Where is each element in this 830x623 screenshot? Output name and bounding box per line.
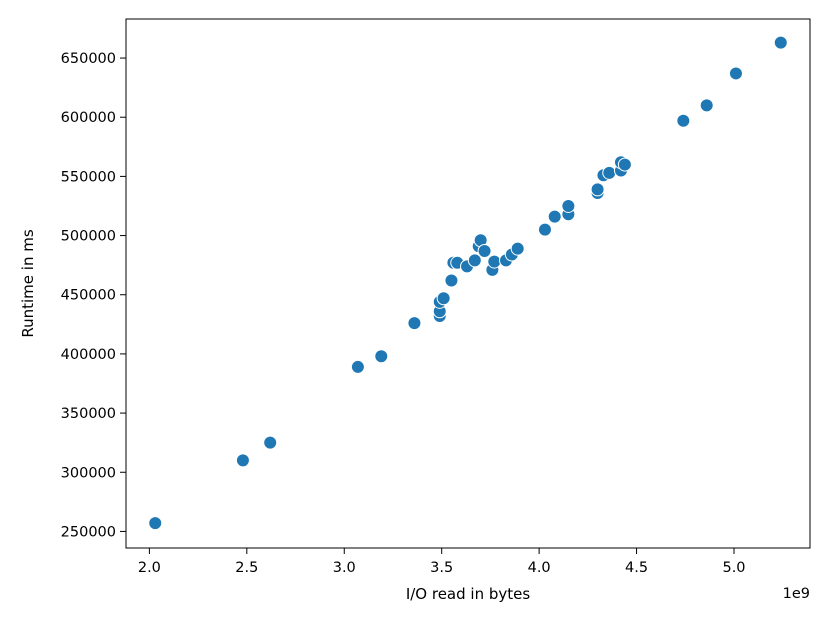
x-tick-label: 2.0 bbox=[138, 560, 161, 576]
y-tick-label: 600000 bbox=[61, 110, 116, 126]
data-point bbox=[510, 241, 525, 256]
x-axis-label: I/O read in bytes bbox=[406, 585, 531, 603]
y-tick-label: 400000 bbox=[61, 347, 116, 363]
x-tick-label: 2.5 bbox=[235, 560, 258, 576]
data-point bbox=[477, 243, 492, 258]
data-point bbox=[263, 435, 278, 450]
x-tick-label: 3.5 bbox=[430, 560, 453, 576]
data-point bbox=[235, 453, 250, 468]
y-tick-label: 500000 bbox=[61, 229, 116, 245]
y-axis-ticks: 250000 300000 350000 400000 450000 500000 5500… bbox=[61, 51, 126, 540]
data-point bbox=[148, 516, 163, 531]
data-point bbox=[676, 113, 691, 128]
data-point bbox=[436, 291, 451, 306]
data-point bbox=[467, 253, 482, 268]
x-tick-label: 4.5 bbox=[625, 560, 648, 576]
data-point bbox=[728, 66, 743, 81]
y-tick-label: 300000 bbox=[61, 465, 116, 481]
plot-area bbox=[125, 18, 811, 549]
data-point bbox=[617, 157, 632, 172]
y-tick-label: 350000 bbox=[61, 406, 116, 422]
data-point bbox=[547, 209, 562, 224]
data-point bbox=[602, 165, 617, 180]
data-point bbox=[590, 182, 605, 197]
data-point bbox=[374, 349, 389, 364]
y-tick-label: 650000 bbox=[61, 51, 116, 67]
data-point bbox=[773, 35, 788, 50]
data-point bbox=[487, 254, 502, 269]
data-point bbox=[561, 198, 576, 213]
x-axis-offset-label: 1e9 bbox=[783, 586, 810, 602]
x-tick-label: 3.0 bbox=[333, 560, 356, 576]
y-tick-label: 250000 bbox=[61, 524, 116, 540]
y-tick-label: 450000 bbox=[61, 288, 116, 304]
data-point bbox=[407, 316, 422, 331]
data-point bbox=[537, 222, 552, 237]
x-tick-label: 4.0 bbox=[528, 560, 551, 576]
data-point bbox=[699, 98, 714, 113]
y-axis-label: Runtime in ms bbox=[19, 229, 37, 337]
x-tick-label: 5.0 bbox=[722, 560, 745, 576]
x-axis-ticks: 2.0 2.5 3.0 3.5 4.0 4.5 5.0 bbox=[138, 548, 746, 576]
data-point bbox=[350, 359, 365, 374]
y-tick-label: 550000 bbox=[61, 169, 116, 185]
data-points bbox=[148, 35, 788, 531]
data-point bbox=[444, 273, 459, 288]
